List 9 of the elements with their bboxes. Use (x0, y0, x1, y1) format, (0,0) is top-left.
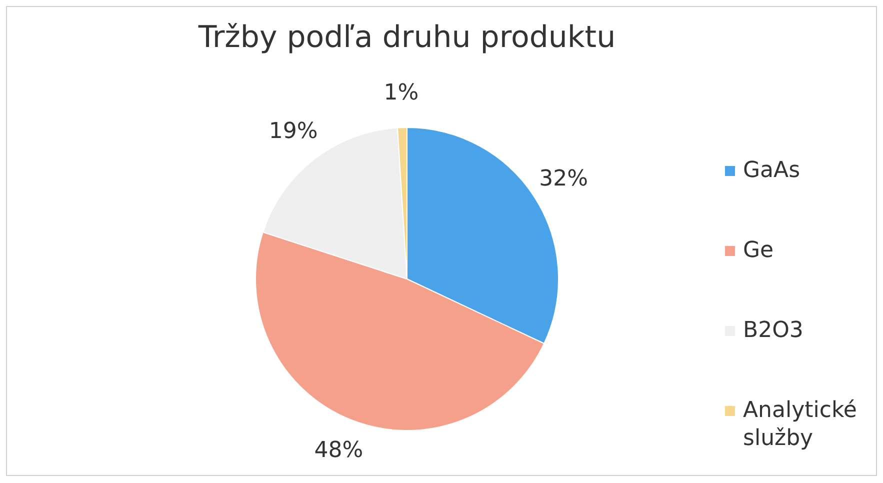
legend-label: Ge (743, 237, 774, 265)
data-label: 48% (314, 438, 364, 464)
data-label: 19% (268, 119, 318, 144)
data-label: 1% (384, 80, 419, 106)
legend-label: Analytické služby (743, 397, 858, 453)
legend-label: GaAs (743, 157, 800, 185)
legend-label: B2O3 (743, 317, 804, 345)
chart-title: Tržby podľa druhu produktu (197, 20, 616, 55)
data-label: 32% (539, 166, 588, 192)
